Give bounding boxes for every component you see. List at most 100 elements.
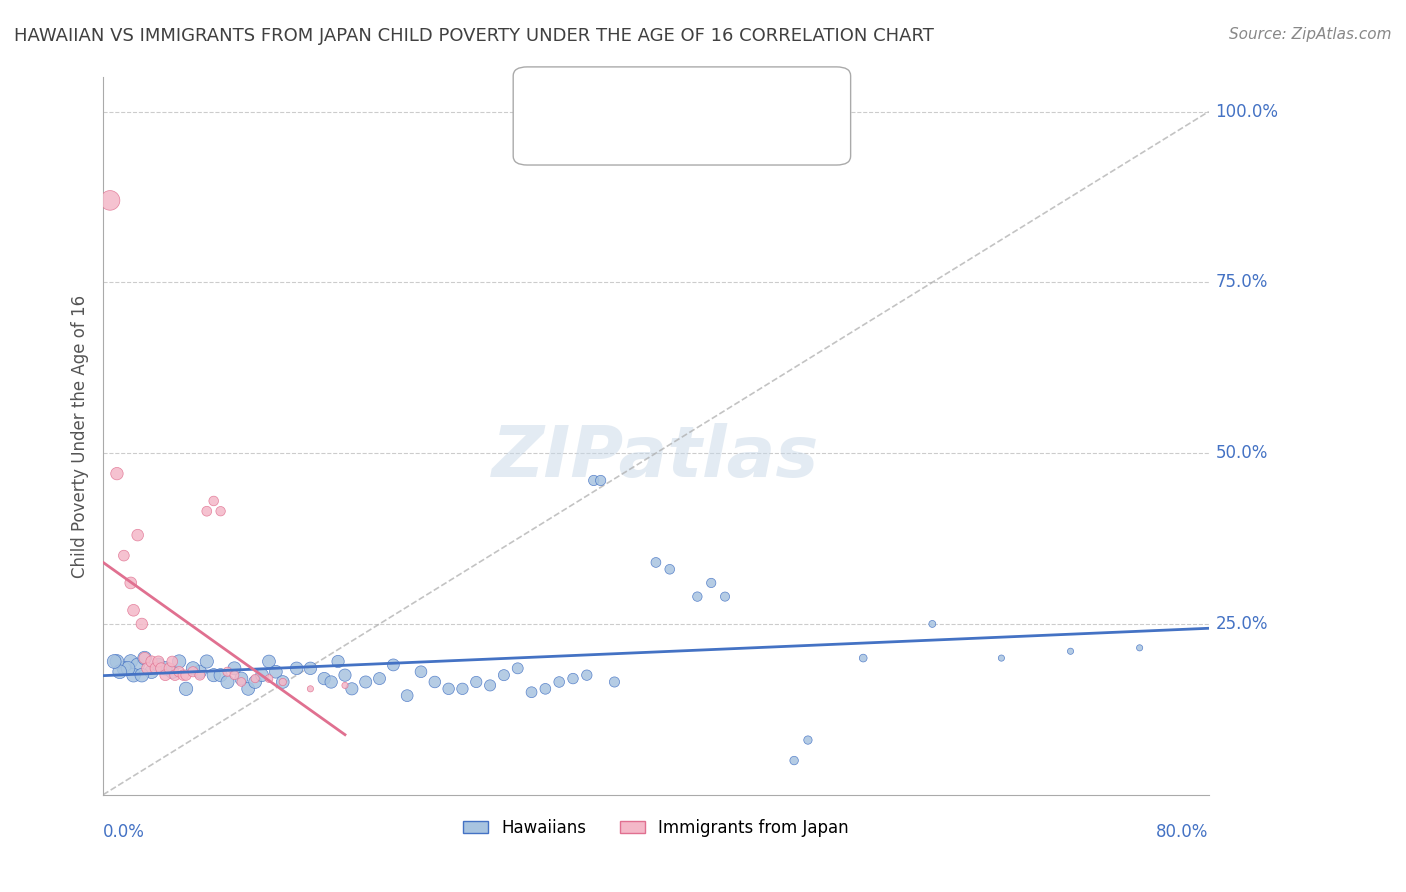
Point [103, 655, 125, 669]
Point [127, 528, 149, 542]
Point [534, 681, 557, 696]
Point [188, 668, 211, 682]
Point [174, 668, 197, 682]
Point [368, 672, 391, 686]
Point [224, 668, 246, 682]
Point [451, 681, 474, 696]
Point [396, 689, 419, 703]
Point [257, 655, 280, 669]
Point [141, 655, 163, 669]
Point [98, 194, 121, 208]
Point [990, 651, 1012, 665]
Point [105, 467, 128, 481]
Point [224, 661, 246, 675]
Point [134, 651, 156, 665]
Point [506, 661, 529, 675]
Point [285, 661, 308, 675]
Point [271, 675, 294, 690]
Point [148, 655, 170, 669]
Y-axis label: Child Poverty Under the Age of 16: Child Poverty Under the Age of 16 [72, 294, 89, 578]
Point [112, 661, 135, 675]
Point [238, 681, 260, 696]
Point [160, 665, 183, 679]
Point [321, 675, 343, 690]
Point [548, 675, 571, 690]
Point [148, 657, 170, 672]
Point [217, 675, 239, 690]
Point [150, 661, 173, 675]
Point [120, 576, 142, 591]
Point [250, 668, 273, 682]
Point [172, 668, 194, 682]
Text: ZIPatlas: ZIPatlas [492, 423, 820, 492]
Point [354, 675, 377, 690]
Point [603, 675, 626, 690]
Point [122, 668, 145, 682]
Point [105, 655, 128, 669]
Point [520, 685, 543, 699]
Point [112, 549, 135, 563]
Point [465, 675, 488, 690]
Point [120, 655, 142, 669]
Point [314, 672, 336, 686]
Point [1059, 644, 1081, 658]
Point [264, 665, 287, 679]
Point [174, 681, 197, 696]
Point [202, 668, 225, 682]
Point [271, 675, 294, 690]
Point [1129, 640, 1152, 655]
Point [209, 504, 232, 518]
Point [243, 672, 266, 686]
Point [136, 661, 159, 675]
Text: 0.0%: 0.0% [103, 823, 145, 841]
Point [582, 474, 605, 488]
Point [145, 661, 167, 675]
Point [575, 668, 598, 682]
Point [159, 661, 181, 675]
Point [231, 675, 253, 690]
Text: 50.0%: 50.0% [1216, 444, 1268, 462]
Text: 25.0%: 25.0% [1216, 615, 1268, 633]
Point [326, 655, 349, 669]
Text: Source: ZipAtlas.com: Source: ZipAtlas.com [1229, 27, 1392, 42]
Text: 75.0%: 75.0% [1216, 273, 1268, 292]
Point [195, 655, 218, 669]
Point [479, 678, 502, 692]
Point [437, 681, 460, 696]
Text: HAWAIIAN VS IMMIGRANTS FROM JAPAN CHILD POVERTY UNDER THE AGE OF 16 CORRELATION : HAWAIIAN VS IMMIGRANTS FROM JAPAN CHILD … [14, 27, 934, 45]
Point [658, 562, 681, 576]
Point [108, 665, 131, 679]
Point [852, 651, 875, 665]
Point [188, 665, 211, 679]
Point [122, 603, 145, 617]
Text: 100.0%: 100.0% [1216, 103, 1278, 120]
Point [409, 665, 432, 679]
Legend: Hawaiians, Immigrants from Japan: Hawaiians, Immigrants from Japan [457, 813, 855, 844]
Point [492, 668, 515, 682]
Point [340, 681, 363, 696]
Point [783, 754, 806, 768]
Point [131, 668, 153, 682]
Point [589, 474, 612, 488]
Point [333, 668, 356, 682]
Point [217, 665, 239, 679]
Point [299, 681, 322, 696]
Point [562, 672, 585, 686]
Point [167, 655, 190, 669]
Point [645, 556, 668, 570]
Point [423, 675, 446, 690]
Point [195, 504, 218, 518]
Point [299, 661, 322, 675]
Point [333, 678, 356, 692]
Point [257, 672, 280, 686]
Point [167, 665, 190, 679]
Point [714, 590, 737, 604]
Point [155, 668, 177, 682]
Point [131, 616, 153, 631]
Point [231, 672, 253, 686]
Point [127, 657, 149, 672]
Text: 80.0%: 80.0% [1156, 823, 1209, 841]
Point [382, 657, 405, 672]
Point [921, 616, 943, 631]
Point [141, 665, 163, 679]
